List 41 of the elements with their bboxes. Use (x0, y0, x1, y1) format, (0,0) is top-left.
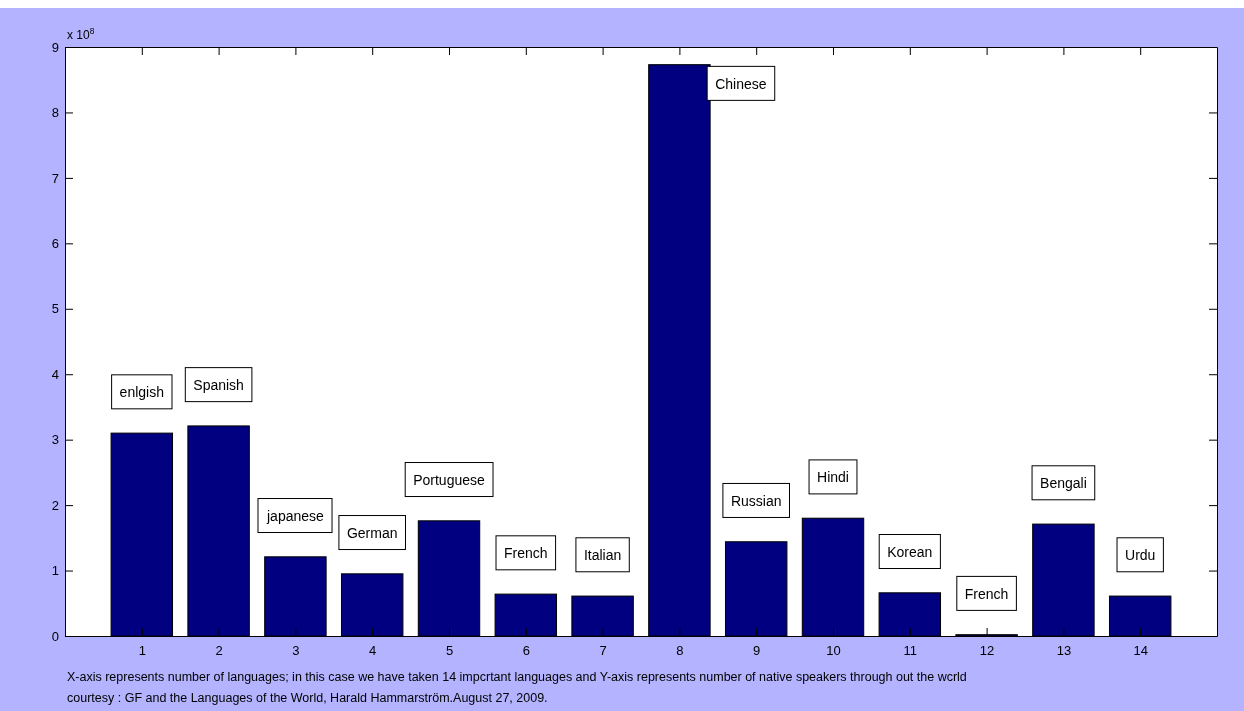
annotation: Bengali (1040, 474, 1087, 491)
y-tick-label: 5 (51, 301, 59, 317)
x-tick-label: 11 (903, 643, 918, 659)
annotation: Italian (583, 546, 622, 563)
y-tick-label: 7 (51, 170, 59, 186)
y-tick-label: 3 (51, 432, 59, 448)
x-tick-label: 4 (369, 643, 377, 659)
y-tick-label: 1 (51, 563, 59, 579)
x-tick-label: 14 (1133, 643, 1148, 659)
x-tick-label: 7 (599, 643, 607, 659)
x-tick-label: 3 (292, 643, 300, 659)
y-tick-label: 6 (51, 235, 59, 251)
annotation: Spanish (193, 376, 244, 393)
y-tick-label: 9 (51, 39, 59, 55)
y-tick-label: 2 (51, 497, 59, 513)
text: X-axis represents number of languages; in this case we have taken 14 impcrtant languages and Y-axis represents number of native speakers through out the wcrld (67, 670, 967, 684)
annotation: French (964, 585, 1009, 602)
annotation: French (504, 544, 548, 561)
annotation: Chinese (715, 75, 767, 92)
text: x 10$^{8}$ (67, 26, 95, 42)
x-tick-label: 5 (445, 643, 454, 659)
annotation: Urdu (1125, 546, 1156, 563)
y-tick-label: 4 (51, 366, 59, 382)
annotation: japanese (265, 507, 325, 524)
y-tick-label: 8 (51, 105, 59, 121)
annotation: German (346, 524, 398, 541)
x-tick-label: 8 (676, 643, 684, 659)
x-tick-label: 12 (979, 643, 995, 659)
x-tick-label: 2 (215, 643, 223, 659)
x-tick-label: 13 (1056, 643, 1072, 659)
x-tick-label: 6 (522, 643, 530, 659)
x-tick-label: 10 (826, 643, 841, 659)
text: courtesy : GF and the Languages of the World, Harald Hammarström.August 27, 2009. (67, 691, 548, 705)
annotation: Hindi (817, 468, 849, 485)
annotation: Korean (887, 543, 933, 560)
annotation: Russian (730, 492, 782, 509)
x-tick-label: 1 (138, 643, 146, 659)
annotation: enlgish (119, 383, 164, 400)
x-tick-label: 9 (753, 643, 761, 659)
y-tick-label: 0 (51, 628, 59, 644)
annotation: Portuguese (413, 471, 486, 488)
